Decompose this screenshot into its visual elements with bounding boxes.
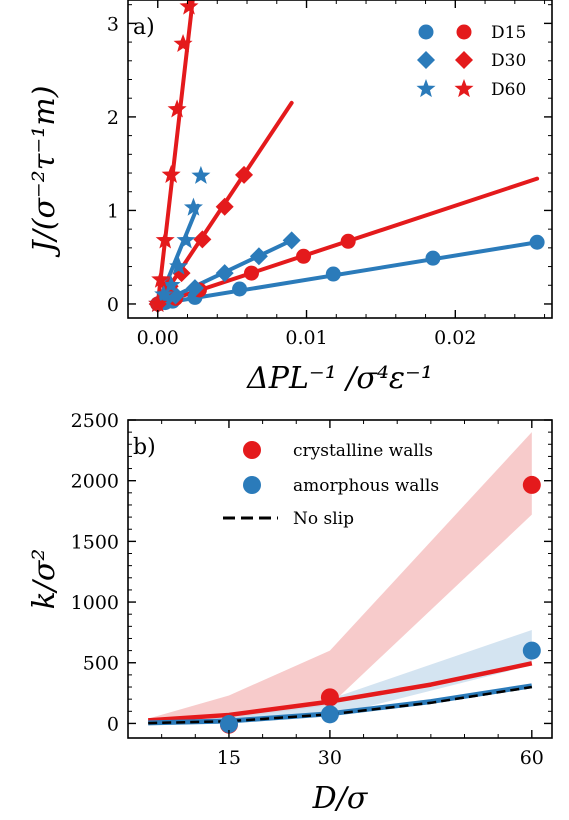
data-point-crystalline-star — [173, 33, 193, 53]
panel-b-y-tick-label: 500 — [83, 653, 119, 675]
panel-a-x-tick-label: 0.00 — [137, 327, 179, 349]
data-point-crystalline-diamond — [235, 165, 254, 184]
data-point-amorphous-circle — [529, 234, 545, 250]
data-point-amorphous-star — [176, 230, 196, 249]
amorphous-data-point — [219, 715, 238, 734]
data-point-amorphous-diamond — [249, 247, 268, 266]
data-point-crystalline-star — [155, 230, 175, 249]
amorphous-data-point — [522, 641, 541, 660]
legend-label-d30: D30 — [491, 51, 526, 71]
panel-b-x-tick-label: 60 — [520, 747, 544, 769]
legend-entry-d60: D60 — [416, 79, 526, 100]
legend-label-crystalline: crystalline walls — [293, 441, 433, 461]
data-point-amorphous-diamond — [282, 231, 301, 250]
panel-a-ticks: 0.00 0.01 0.02 0 1 2 3 — [107, 0, 552, 349]
legend-marker-red-star — [454, 79, 474, 98]
legend-entry-crystalline: crystalline walls — [243, 441, 433, 461]
panel-a-y-axis-label: J/(σ⁻²τ⁻¹m) — [27, 86, 62, 259]
panel-a-x-tick-label: 0.01 — [285, 327, 327, 349]
legend-entry-noslip: No slip — [223, 509, 354, 529]
panel-a-y-tick-label: 1 — [107, 200, 119, 222]
crystalline-data-point — [320, 688, 339, 707]
legend-entry-d15: D15 — [418, 23, 526, 43]
data-point-crystalline-star — [167, 99, 187, 118]
data-point-amorphous-star — [154, 284, 174, 303]
legend-entry-amorphous: amorphous walls — [243, 476, 439, 496]
panel-a: 0.00 0.01 0.02 0 1 2 3 a) ΔPL⁻¹ /σ⁴ε⁻¹ J/(σ⁻²τ… — [27, 0, 553, 396]
data-point-crystalline-diamond — [193, 230, 212, 249]
crystalline-data-point — [522, 475, 541, 494]
panel-a-frame — [127, 0, 553, 319]
legend-marker-blue-diamond — [417, 51, 435, 69]
panel-a-x-axis-label: ΔPL⁻¹ /σ⁴ε⁻¹ — [246, 361, 433, 396]
data-point-crystalline-circle — [340, 233, 356, 249]
data-point-amorphous-diamond — [185, 279, 204, 298]
data-point-amorphous-star — [161, 275, 181, 294]
panel-a-y-tick-label: 3 — [107, 13, 119, 35]
panel-b-y-tick-label: 0 — [107, 713, 119, 735]
panel-a-y-tick-label: 0 — [107, 294, 119, 316]
legend-marker-crystalline — [243, 441, 261, 459]
legend-marker-red-diamond — [455, 51, 473, 69]
legend-marker-blue-circle — [418, 24, 434, 40]
panel-a-x-tick-label: 0.02 — [434, 327, 476, 349]
legend-label-d15: D15 — [491, 23, 526, 43]
data-point-crystalline-star — [161, 164, 181, 183]
legend-marker-red-circle — [456, 24, 472, 40]
data-point-crystalline-star — [151, 269, 171, 288]
panel-b-y-tick-label: 1000 — [71, 592, 119, 614]
data-point-amorphous-star — [183, 197, 203, 216]
panel-b-y-tick-label: 1500 — [71, 531, 119, 553]
legend-entry-d30: D30 — [417, 51, 526, 71]
data-point-amorphous-circle — [425, 250, 441, 266]
data-point-amorphous-circle — [325, 266, 341, 282]
panel-b-legend: crystalline walls amorphous walls No sli… — [223, 441, 439, 529]
legend-label-noslip: No slip — [293, 509, 354, 529]
data-point-crystalline-star — [179, 0, 199, 15]
panel-b-data-layer — [148, 432, 541, 734]
panel-b: 15 30 60 0 500 1000 1500 2000 2500 b) D/σ k/σ² c… — [27, 410, 553, 816]
panel-b-x-tick-label: 30 — [318, 747, 342, 769]
panel-a-data-layer — [148, 0, 545, 313]
panel-a-plot-area — [148, 0, 545, 313]
data-point-crystalline-star — [148, 293, 168, 313]
data-point-crystalline-diamond — [215, 197, 234, 216]
panel-b-x-tick-label: 15 — [217, 747, 241, 769]
fit-line-amorphous-circle — [155, 240, 540, 306]
panel-a-label: a) — [133, 15, 155, 40]
panel-b-frame — [127, 419, 553, 739]
data-point-amorphous-diamond — [215, 264, 234, 283]
panel-a-y-tick-label: 2 — [107, 107, 119, 129]
legend-marker-amorphous — [243, 476, 261, 494]
panel-b-y-tick-label: 2000 — [71, 471, 119, 493]
data-point-crystalline-circle — [296, 248, 312, 264]
amorphous-data-point — [320, 705, 339, 724]
data-point-amorphous-star — [191, 165, 211, 184]
panel-b-x-axis-label: D/σ — [312, 781, 369, 816]
panel-b-ticks: 15 30 60 0 500 1000 1500 2000 2500 — [71, 410, 552, 769]
data-point-amorphous-circle — [232, 281, 248, 297]
legend-marker-blue-star — [416, 79, 436, 98]
amorphous-uncertainty-band — [148, 629, 532, 724]
panel-b-y-axis-label: k/σ² — [27, 549, 62, 610]
crystalline-uncertainty-band — [148, 432, 532, 722]
panel-b-label: b) — [133, 435, 156, 460]
legend-label-amorphous: amorphous walls — [293, 476, 439, 496]
panel-a-legend: D15 D30 D60 — [416, 23, 526, 100]
panel-b-y-tick-label: 2500 — [71, 410, 119, 432]
panel-b-plot-area — [148, 432, 541, 734]
data-point-amorphous-star — [169, 256, 189, 275]
legend-label-d60: D60 — [491, 80, 526, 100]
data-point-crystalline-circle — [243, 265, 259, 281]
